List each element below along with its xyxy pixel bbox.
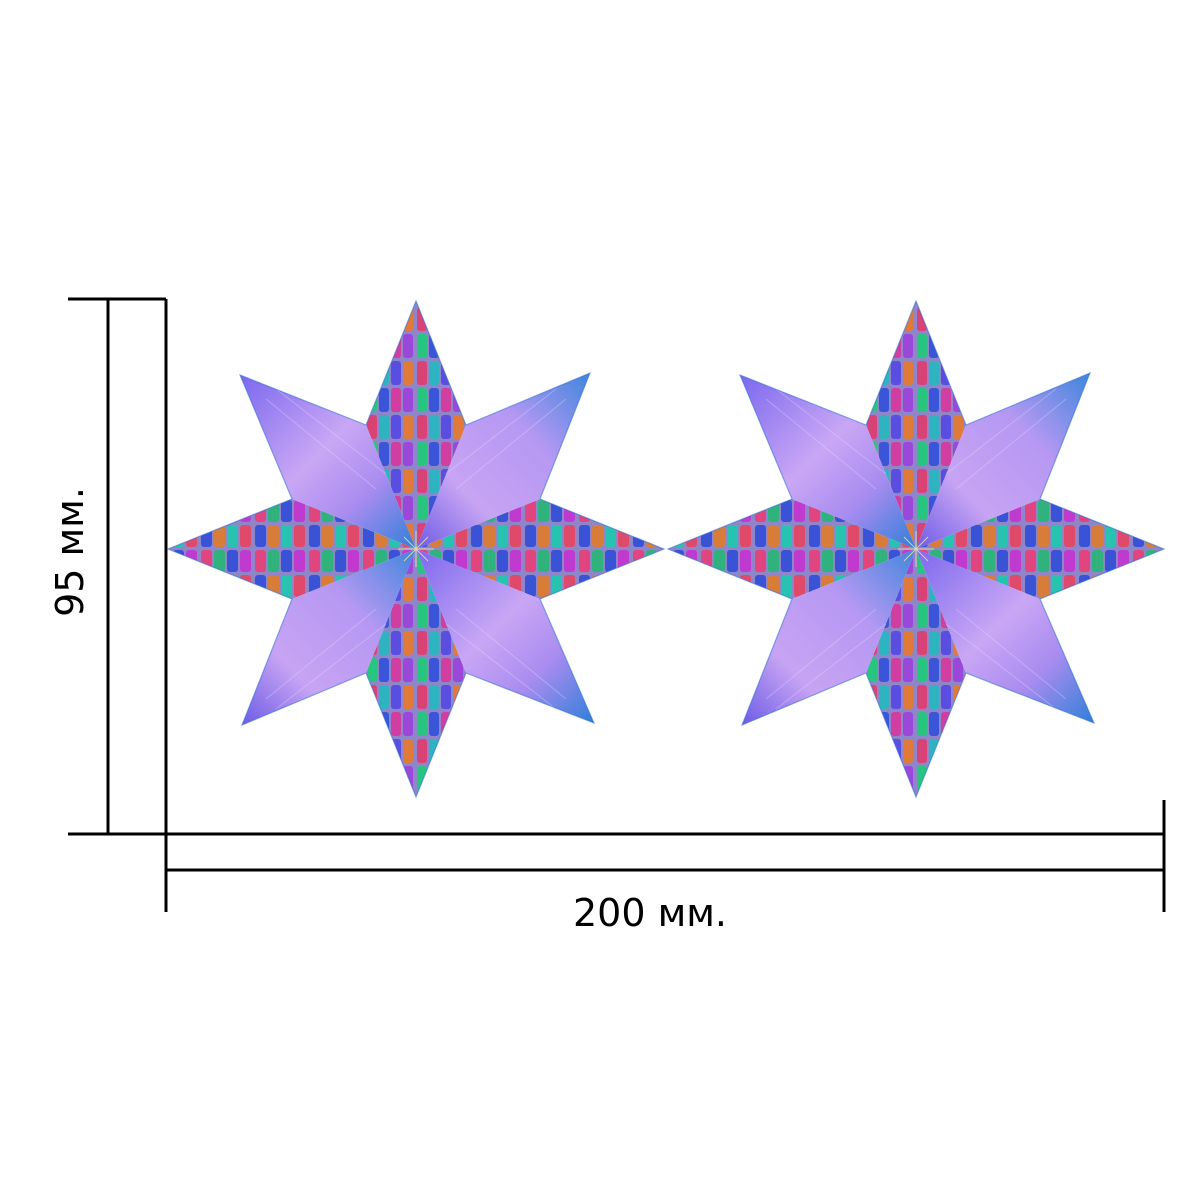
width-label: 200 мм.	[573, 891, 727, 935]
height-label: 95 мм.	[48, 487, 92, 617]
star-left	[167, 300, 665, 798]
width-dimension: 200 мм.	[164, 800, 1166, 935]
star-right	[667, 300, 1165, 798]
height-dimension: 95 мм.	[48, 297, 168, 836]
